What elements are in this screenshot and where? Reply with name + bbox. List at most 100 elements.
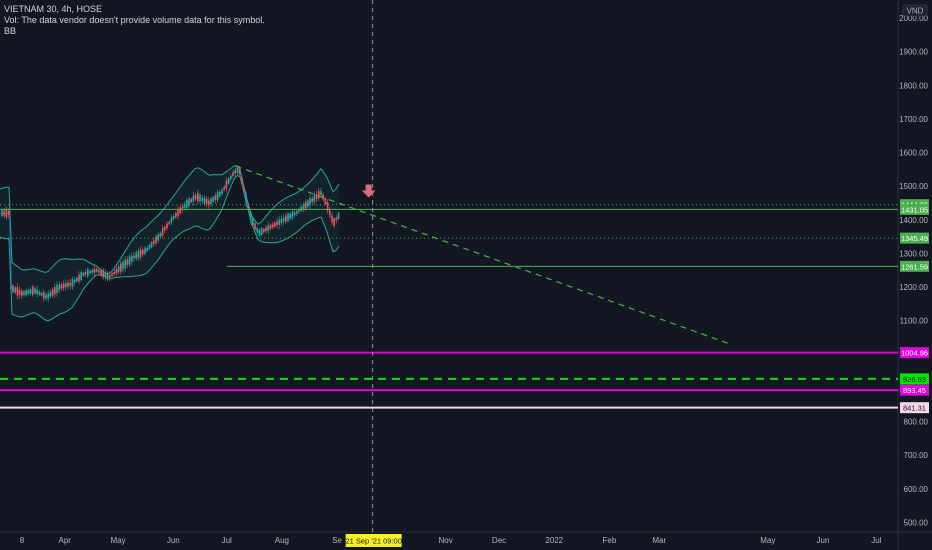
- price-tag-893.45: 893.45: [903, 386, 926, 395]
- candle: [36, 289, 38, 295]
- price-tag-bg-1004.96: [900, 347, 929, 359]
- candle: [337, 212, 340, 220]
- candle: [170, 217, 173, 223]
- price-tick-label: 1200.00: [899, 283, 928, 292]
- candle: [71, 279, 74, 288]
- price-tag-bg-1261.59: [900, 260, 929, 272]
- candle: [203, 197, 206, 204]
- candle: [122, 261, 124, 270]
- candle: [76, 277, 78, 282]
- candle: [291, 211, 294, 219]
- candle: [109, 275, 111, 278]
- candle: [82, 272, 85, 276]
- sell-arrow-icon: [361, 184, 376, 198]
- candle: [320, 190, 322, 196]
- candle: [205, 198, 208, 205]
- price-tick-label: 1300.00: [899, 249, 928, 258]
- candle: [120, 263, 122, 272]
- candle: [117, 266, 120, 273]
- candle: [216, 191, 219, 201]
- candle: [106, 272, 109, 280]
- candle: [201, 197, 203, 201]
- candle: [16, 286, 19, 296]
- candle: [293, 212, 296, 216]
- candle: [313, 194, 316, 202]
- candle: [148, 244, 151, 250]
- candle: [29, 289, 32, 294]
- crosshair-date-label: 21 Sep '21 09:00: [345, 537, 401, 546]
- candle: [1, 210, 3, 217]
- candle: [111, 273, 113, 276]
- candle: [23, 291, 25, 296]
- candle: [324, 198, 327, 204]
- price-tick-label: 2000.00: [899, 14, 928, 23]
- candle: [298, 209, 300, 212]
- time-tick-label: Jul: [222, 536, 232, 545]
- candle: [238, 168, 241, 174]
- candle: [331, 215, 333, 223]
- candle: [115, 268, 118, 274]
- price-tick-label: 1700.00: [899, 115, 928, 124]
- candle: [227, 178, 230, 185]
- candle: [179, 207, 181, 214]
- time-tick-label: Aug: [275, 536, 289, 545]
- candle: [40, 292, 43, 296]
- candle: [280, 218, 283, 224]
- bb-indicator-label[interactable]: BB: [4, 26, 17, 36]
- candle: [133, 255, 135, 259]
- candle: [157, 234, 159, 241]
- candle: [199, 194, 201, 202]
- candle: [221, 189, 223, 195]
- candle: [194, 194, 197, 200]
- candle: [234, 170, 236, 174]
- candle: [188, 198, 190, 207]
- candle: [69, 282, 71, 286]
- currency-label: VND: [907, 7, 924, 16]
- candle: [192, 195, 195, 202]
- candle: [146, 247, 148, 251]
- candle: [282, 217, 285, 222]
- time-tick-label: Mar: [652, 536, 666, 545]
- price-tag-bg-1345.49: [900, 232, 929, 244]
- time-tick-label: May: [760, 536, 775, 545]
- candle: [186, 199, 188, 209]
- candle: [223, 187, 225, 190]
- candle: [258, 229, 261, 236]
- candle: [58, 283, 60, 291]
- candle: [241, 177, 243, 184]
- candle: [142, 249, 144, 255]
- candle: [263, 229, 265, 232]
- candle: [34, 288, 36, 294]
- candle: [95, 268, 98, 272]
- candle: [326, 201, 329, 211]
- candle: [62, 283, 65, 289]
- candle: [10, 286, 12, 289]
- time-tick-label: Nov: [439, 536, 453, 545]
- candle: [128, 256, 131, 265]
- candle: [47, 293, 49, 299]
- candle: [172, 216, 175, 219]
- candle: [139, 249, 142, 258]
- price-tick-label: 1100.00: [900, 317, 929, 326]
- candle: [7, 211, 10, 216]
- currency-badge[interactable]: [902, 4, 928, 17]
- time-tick-label: Jul: [871, 536, 881, 545]
- candle: [289, 213, 291, 219]
- time-tick-label: 2022: [545, 536, 563, 545]
- candle: [87, 268, 89, 277]
- candle: [225, 180, 228, 190]
- candle: [166, 223, 168, 229]
- candle: [91, 270, 93, 273]
- bb-lower-band: [0, 175, 340, 322]
- candle: [25, 290, 27, 296]
- candle: [38, 291, 41, 295]
- candle: [67, 282, 69, 287]
- candle: [51, 288, 54, 297]
- price-tag-bg-1431.05: [900, 203, 929, 215]
- candle: [214, 195, 217, 201]
- candle: [271, 224, 274, 228]
- candle: [161, 227, 164, 236]
- price-tick-label: 1500.00: [899, 182, 928, 191]
